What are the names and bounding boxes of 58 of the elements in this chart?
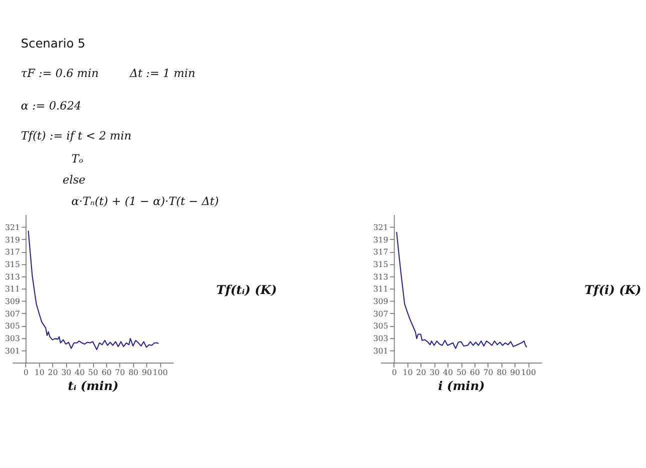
x-tick-label: 20 xyxy=(48,368,58,378)
x-tick-label: 30 xyxy=(61,368,72,378)
text: α·Tₙ(t) + (1 − α)·T(t − Δt) xyxy=(71,195,219,208)
x-axis-title: i (min) xyxy=(438,379,485,394)
x-tick-label: 0 xyxy=(24,368,29,378)
text: α := 0.624 xyxy=(20,99,82,112)
text: else xyxy=(62,173,86,186)
y-tick-label: 305 xyxy=(373,322,388,331)
y-tick-label: 303 xyxy=(373,334,388,343)
x-tick-label: 100 xyxy=(521,368,536,378)
y-tick-label: 309 xyxy=(5,296,20,306)
x-tick-label: 30 xyxy=(430,368,440,378)
x-tick-label: 70 xyxy=(483,368,494,378)
x-tick-label: 10 xyxy=(402,368,413,378)
y-tick-label: 307 xyxy=(5,309,20,318)
x-tick-label: 80 xyxy=(496,368,507,378)
y-tick-label: 321 xyxy=(373,222,388,232)
y-tick-label: 313 xyxy=(5,272,20,282)
x-tick-label: 90 xyxy=(142,368,152,378)
x-tick-label: 80 xyxy=(128,368,138,378)
x-tick-label: 90 xyxy=(510,368,520,378)
y-tick-label: 319 xyxy=(5,235,20,244)
y-tick-label: 317 xyxy=(5,248,20,257)
y-tick-label: 305 xyxy=(5,322,20,331)
y-tick-label: 307 xyxy=(373,309,388,318)
y-axis-title: Tf(tᵢ) (K) xyxy=(216,282,277,297)
y-tick-label: 319 xyxy=(373,235,388,244)
y-tick-label: 315 xyxy=(5,260,20,269)
y-tick-label: 317 xyxy=(373,248,388,257)
x-tick-label: 0 xyxy=(392,368,397,378)
y-tick-label: 303 xyxy=(5,334,20,343)
y-axis-title: Tf(i) (K) xyxy=(584,282,642,297)
y-tick-label: 315 xyxy=(373,260,388,269)
y-tick-label: 313 xyxy=(373,272,388,282)
x-tick-label: 50 xyxy=(456,368,466,378)
line-series xyxy=(396,231,528,349)
y-tick-label: 311 xyxy=(5,284,20,294)
x-tick-label: 40 xyxy=(74,368,85,378)
y-tick-label: 301 xyxy=(373,346,388,356)
y-tick-label: 311 xyxy=(373,284,388,294)
x-tick-label: 60 xyxy=(470,368,480,378)
chart-title: Scenario 5 xyxy=(20,36,86,50)
y-tick-label: 309 xyxy=(373,296,388,306)
text: Tₒ xyxy=(71,152,84,166)
line-series xyxy=(28,230,160,350)
x-tick-label: 10 xyxy=(34,368,44,378)
x-tick-label: 100 xyxy=(152,368,168,378)
y-tick-label: 321 xyxy=(5,222,20,232)
text: Δt := 1 min xyxy=(128,67,196,80)
x-tick-label: 60 xyxy=(102,368,112,378)
text: Tf(t) := if t < 2 min xyxy=(20,130,132,143)
y-tick-label: 301 xyxy=(5,346,20,356)
x-tick-label: 20 xyxy=(416,368,426,378)
x-axis-title: tᵢ (min) xyxy=(68,379,118,394)
text: τF := 0.6 min xyxy=(20,67,99,80)
x-tick-label: 40 xyxy=(443,368,454,378)
x-tick-label: 70 xyxy=(115,368,125,378)
x-tick-label: 50 xyxy=(88,368,98,378)
